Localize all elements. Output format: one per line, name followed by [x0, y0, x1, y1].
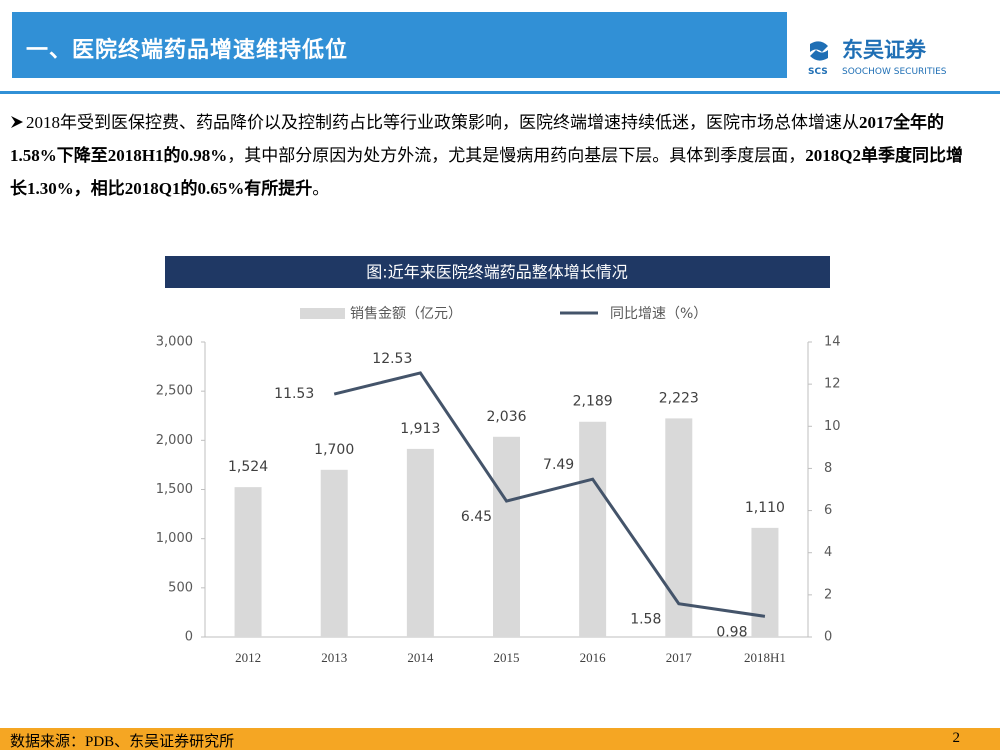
- line-value-label: 11.53: [274, 386, 314, 402]
- bar: [406, 448, 434, 637]
- paragraph: 2018年受到医保控费、药品降价以及控制药占比等行业政策影响，医院终端增速持续低…: [10, 106, 965, 205]
- header-bar: 一、医院终端药品增速维持低位: [12, 12, 787, 78]
- bar-value-label: 1,524: [228, 459, 268, 475]
- bar-value-label: 1,110: [745, 500, 785, 516]
- bar: [579, 421, 607, 637]
- paragraph-segment: 2018Q2单季度同比增长1.30%，相比2018Q1的0.65%有所提升: [10, 146, 963, 198]
- logo-mark: SCS: [808, 67, 828, 77]
- source: 数据来源：PDB、东吴证券研究所: [10, 734, 235, 750]
- logo-icon: [810, 41, 828, 61]
- header-title: 一、医院终端药品增速维持低位: [26, 37, 349, 62]
- footer: 数据来源：PDB、东吴证券研究所 2: [0, 728, 1000, 750]
- line-value-label: 0.98: [716, 624, 747, 640]
- bar-value-label: 2,189: [573, 394, 613, 410]
- chart-title: 图:近年来医院终端药品整体增长情况: [366, 263, 627, 282]
- paragraph-segment: ，其中部分原因为处方外流，尤其是慢病用药向基层下层。具体到季度层面，: [227, 146, 806, 165]
- y2-tick-label: 6: [824, 503, 832, 518]
- bar: [665, 418, 693, 637]
- x-tick-label: 2015: [494, 650, 520, 665]
- legend-label: 同比增速（%）: [610, 306, 707, 322]
- legend-label: 销售金额（亿元）: [350, 306, 462, 322]
- y-tick-label: 1,500: [156, 482, 193, 497]
- logo-en: SOOCHOW SECURITIES: [842, 67, 947, 77]
- line-value-label: 6.45: [461, 509, 492, 525]
- bar: [493, 436, 520, 637]
- y-tick-label: 1,000: [156, 531, 193, 546]
- y2-tick-label: 12: [824, 377, 841, 392]
- y-tick-label: 2,500: [156, 384, 193, 399]
- y2-tick-label: 10: [824, 419, 841, 434]
- bar: [320, 469, 348, 637]
- bar: [234, 487, 262, 637]
- x-tick-label: 2016: [580, 650, 607, 665]
- bar-value-label: 1,913: [400, 421, 440, 437]
- paragraph-segment: 2018年受到医保控费、药品降价以及控制药占比等行业政策影响，医院终端增速持续低…: [26, 113, 859, 132]
- line-value-label: 1.58: [630, 612, 661, 628]
- line: [333, 371, 766, 618]
- y2-tick-label: 0: [824, 630, 832, 645]
- y2-tick-label: 14: [824, 335, 841, 350]
- y-tick-label: 2,000: [156, 433, 193, 448]
- line-value-label: 7.49: [543, 457, 574, 473]
- y2-tick-label: 4: [824, 545, 832, 560]
- bullet-arrow: [11, 116, 23, 128]
- paragraph-segment: 。: [312, 179, 330, 198]
- y-tick-label: 500: [168, 580, 193, 595]
- legend-swatch: [300, 308, 345, 319]
- bar-value-label: 2,036: [486, 409, 526, 425]
- bar-value-label: 1,700: [314, 442, 354, 458]
- logo: 东吴证券 SCS SOOCHOW SECURITIES: [808, 38, 947, 77]
- bar-value-label: 2,223: [659, 390, 699, 406]
- x-tick-label: 2013: [321, 650, 347, 665]
- y2-tick-label: 8: [824, 461, 832, 476]
- x-tick-label: 2017: [666, 650, 693, 665]
- bar: [751, 527, 779, 637]
- y-tick-label: 3,000: [156, 335, 193, 350]
- logo-cn: 东吴证券: [842, 38, 927, 62]
- page-number: 2: [952, 730, 961, 746]
- x-tick-label: 2012: [235, 650, 261, 665]
- line-value-label: 12.53: [372, 351, 412, 367]
- x-tick-label: 2014: [407, 650, 434, 665]
- chart-title-bar: [165, 256, 830, 288]
- x-tick-label: 2018H1: [744, 650, 786, 665]
- paragraph-segment: 2017全年的1.58%下降至2018H1的0.98%: [10, 113, 944, 165]
- y2-tick-label: 2: [824, 587, 832, 602]
- header-rule: [0, 91, 1000, 94]
- y-tick-label: 0: [185, 630, 193, 645]
